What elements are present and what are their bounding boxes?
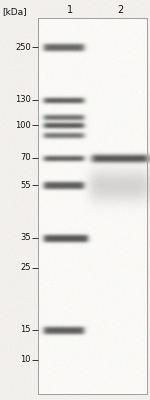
Text: 250: 250	[15, 42, 31, 52]
Text: 130: 130	[15, 96, 31, 104]
Text: 55: 55	[21, 180, 31, 190]
Text: 25: 25	[21, 264, 31, 272]
Text: 1: 1	[67, 5, 73, 15]
Text: [kDa]: [kDa]	[2, 8, 27, 16]
Text: 15: 15	[21, 326, 31, 334]
Text: 100: 100	[15, 120, 31, 130]
Text: 2: 2	[117, 5, 123, 15]
Text: 35: 35	[20, 234, 31, 242]
Text: 10: 10	[21, 356, 31, 364]
Text: 70: 70	[20, 154, 31, 162]
